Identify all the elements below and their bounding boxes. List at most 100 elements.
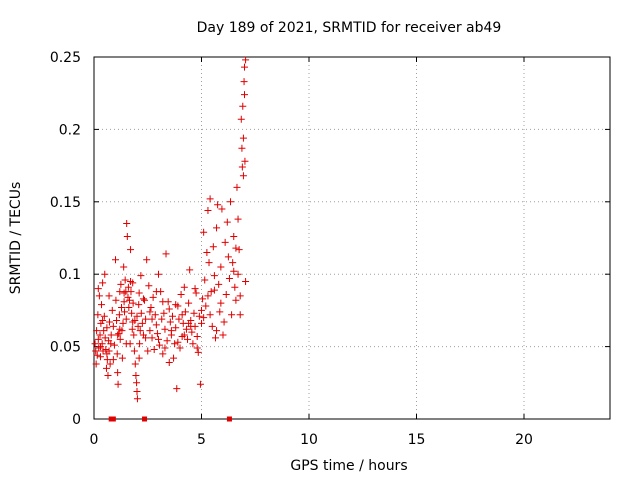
- data-point: [225, 275, 233, 283]
- data-point: [147, 304, 155, 312]
- x-axis-label: GPS time / hours: [290, 458, 407, 474]
- data-point: [149, 293, 157, 301]
- data-point: [104, 372, 112, 380]
- data-point: [152, 321, 160, 329]
- data-point: [135, 289, 143, 297]
- data-point: [206, 311, 214, 319]
- data-point: [120, 298, 128, 306]
- data-point: [194, 348, 202, 356]
- data-point: [148, 334, 156, 342]
- data-point: [158, 315, 166, 323]
- data-point: [162, 250, 170, 258]
- data-point: [112, 296, 120, 304]
- data-point: [99, 279, 107, 287]
- data-point: [116, 335, 124, 343]
- data-point: [93, 351, 101, 359]
- data-point: [98, 340, 106, 348]
- data-point: [227, 198, 235, 206]
- data-point: [135, 301, 143, 309]
- chart-title: Day 189 of 2021, SRMTID for receiver ab4…: [197, 20, 502, 36]
- data-point: [224, 253, 232, 261]
- data-point: [230, 267, 238, 275]
- data-point: [135, 354, 143, 362]
- data-point: [144, 347, 152, 355]
- data-point: [124, 283, 132, 291]
- data-point: [120, 289, 128, 297]
- data-point: [182, 325, 190, 333]
- data-point: [163, 337, 171, 345]
- data-point: [102, 345, 110, 353]
- data-point: [181, 308, 189, 316]
- y-tick-label: 0.1: [59, 267, 81, 283]
- data-point: [168, 312, 176, 320]
- data-point: [185, 299, 193, 307]
- data-point: [161, 325, 169, 333]
- data-point: [202, 302, 210, 310]
- data-point: [177, 290, 185, 298]
- data-point: [103, 350, 111, 358]
- data-point: [152, 288, 160, 296]
- data-point: [239, 102, 247, 110]
- data-point: [121, 276, 129, 284]
- y-tick-label: 0.2: [59, 122, 81, 138]
- x-tick-label: 15: [408, 432, 426, 448]
- data-point: [238, 144, 246, 152]
- data-point: [239, 172, 247, 180]
- data-point: [234, 270, 242, 278]
- data-point: [161, 344, 169, 352]
- data-point: [122, 315, 130, 323]
- data-point: [222, 290, 230, 298]
- data-point: [92, 347, 100, 355]
- data-point: [204, 292, 212, 300]
- data-point: [131, 360, 139, 368]
- data-point: [121, 308, 129, 316]
- data-point: [106, 360, 114, 368]
- data-point: [138, 319, 146, 327]
- data-point: [230, 233, 238, 241]
- data-point: [110, 341, 118, 349]
- data-point: [200, 228, 208, 236]
- data-points: [91, 56, 250, 422]
- data-point: [165, 359, 173, 367]
- axis-ticks: 0 0.05 0.1 0.15 0.2 0.25 0 5 10 15 20: [50, 50, 610, 448]
- data-point: [123, 233, 131, 241]
- data-point: [113, 317, 121, 325]
- data-point: [118, 304, 126, 312]
- data-point: [180, 283, 188, 291]
- data-point: [174, 338, 182, 346]
- data-point: [133, 395, 141, 403]
- data-point: [92, 360, 100, 368]
- data-point: [128, 309, 136, 317]
- data-point: [193, 344, 201, 352]
- data-point: [101, 270, 109, 278]
- data-point: [94, 311, 102, 319]
- data-point: [209, 243, 217, 251]
- data-point: [214, 201, 222, 209]
- data-point: [172, 301, 180, 309]
- data-point: [115, 311, 123, 319]
- data-point: [129, 318, 137, 326]
- data-point: [207, 288, 215, 296]
- data-point: [133, 312, 141, 320]
- data-point: [128, 325, 136, 333]
- data-point: [98, 301, 106, 309]
- data-point: [146, 327, 154, 335]
- data-point: [137, 272, 145, 280]
- data-point: [184, 335, 192, 343]
- data-point: [176, 344, 184, 352]
- y-tick-label: 0.25: [50, 50, 81, 66]
- data-point: [237, 115, 245, 123]
- data-point: [173, 385, 181, 393]
- data-point: [136, 327, 144, 335]
- data-point: [96, 331, 104, 339]
- data-point: [97, 319, 105, 327]
- data-point: [185, 319, 193, 327]
- data-point: [189, 340, 197, 348]
- data-point: [190, 309, 198, 317]
- data-point: [107, 331, 115, 339]
- x-tick-label: 0: [90, 432, 99, 448]
- data-point: [231, 283, 239, 291]
- data-point: [122, 340, 130, 348]
- data-point: [234, 215, 242, 223]
